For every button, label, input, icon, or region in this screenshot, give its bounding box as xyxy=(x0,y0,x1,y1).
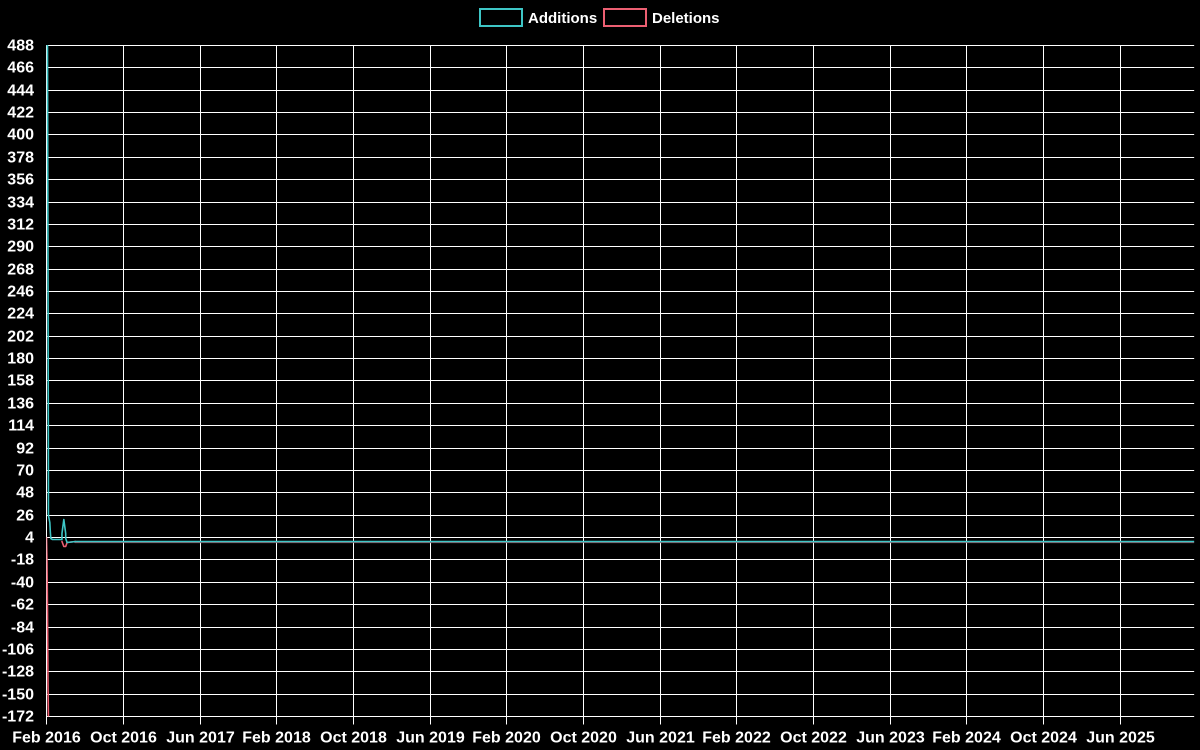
svg-text:444: 444 xyxy=(7,83,34,100)
svg-text:Deletions: Deletions xyxy=(652,10,720,27)
svg-text:Jun 2017: Jun 2017 xyxy=(166,730,235,747)
svg-text:-128: -128 xyxy=(2,664,34,681)
svg-text:-18: -18 xyxy=(11,552,34,569)
svg-text:466: 466 xyxy=(7,60,34,77)
svg-text:Feb 2018: Feb 2018 xyxy=(242,730,311,747)
svg-text:Jun 2019: Jun 2019 xyxy=(396,730,465,747)
svg-text:Oct 2020: Oct 2020 xyxy=(550,730,617,747)
svg-text:Oct 2024: Oct 2024 xyxy=(1010,730,1077,747)
svg-text:Feb 2024: Feb 2024 xyxy=(932,730,1001,747)
svg-text:488: 488 xyxy=(7,38,34,55)
svg-text:224: 224 xyxy=(7,306,34,323)
svg-text:114: 114 xyxy=(8,418,34,435)
svg-text:378: 378 xyxy=(7,150,34,167)
svg-text:Oct 2016: Oct 2016 xyxy=(90,730,157,747)
svg-text:Feb 2016: Feb 2016 xyxy=(12,730,81,747)
svg-text:268: 268 xyxy=(7,262,34,279)
svg-text:48: 48 xyxy=(16,485,34,502)
svg-text:Oct 2022: Oct 2022 xyxy=(780,730,847,747)
svg-text:400: 400 xyxy=(7,127,34,144)
svg-text:26: 26 xyxy=(16,508,34,525)
svg-text:Jun 2025: Jun 2025 xyxy=(1086,730,1155,747)
svg-text:136: 136 xyxy=(7,396,34,413)
svg-text:290: 290 xyxy=(7,239,34,256)
svg-text:312: 312 xyxy=(7,217,34,234)
svg-text:180: 180 xyxy=(7,351,34,368)
svg-text:202: 202 xyxy=(7,329,34,346)
svg-text:356: 356 xyxy=(7,172,34,189)
svg-text:4: 4 xyxy=(25,530,34,547)
svg-text:-150: -150 xyxy=(2,687,34,704)
svg-text:-62: -62 xyxy=(11,597,34,614)
svg-text:Jun 2023: Jun 2023 xyxy=(856,730,925,747)
svg-text:334: 334 xyxy=(7,195,34,212)
svg-text:Feb 2022: Feb 2022 xyxy=(702,730,771,747)
svg-text:-172: -172 xyxy=(2,709,34,726)
svg-text:246: 246 xyxy=(7,284,34,301)
svg-text:158: 158 xyxy=(7,373,34,390)
svg-text:-106: -106 xyxy=(2,642,34,659)
svg-text:Oct 2018: Oct 2018 xyxy=(320,730,387,747)
svg-text:Additions: Additions xyxy=(528,10,597,27)
svg-text:70: 70 xyxy=(16,463,34,480)
svg-text:-84: -84 xyxy=(11,620,34,637)
svg-text:422: 422 xyxy=(7,105,34,122)
svg-text:Feb 2020: Feb 2020 xyxy=(472,730,541,747)
svg-text:Jun 2021: Jun 2021 xyxy=(626,730,695,747)
svg-text:92: 92 xyxy=(16,441,34,458)
svg-text:-40: -40 xyxy=(11,575,34,592)
